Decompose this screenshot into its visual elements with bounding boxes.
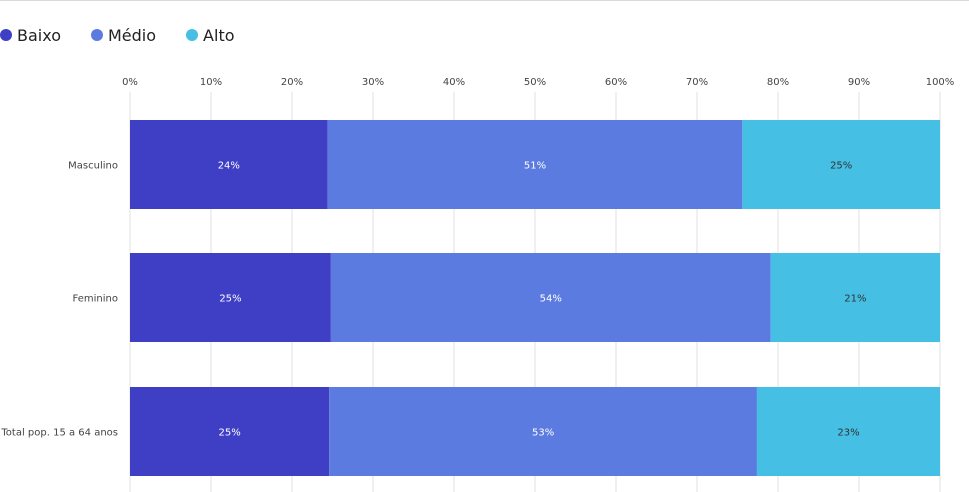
legend-item-medio[interactable]: Médio: [91, 26, 156, 45]
bar-segment-baixo[interactable]: [130, 253, 331, 342]
bar-segment-alto[interactable]: [756, 387, 940, 476]
bar-segment-medio[interactable]: [327, 120, 743, 209]
legend-marker-baixo: [0, 29, 12, 41]
bar-segment-medio[interactable]: [329, 387, 757, 476]
category-label: Masculino: [68, 161, 118, 172]
legend-marker-alto: [186, 29, 199, 41]
bar-segment-baixo[interactable]: [130, 387, 330, 476]
legend-label-alto: Alto: [203, 25, 235, 45]
data-label: 54%: [540, 294, 562, 305]
x-tick-label: 10%: [200, 77, 222, 88]
data-label: 24%: [218, 161, 240, 172]
x-tick-label: 70%: [686, 77, 708, 88]
x-tick-label: 0%: [122, 77, 138, 88]
legend-item-baixo[interactable]: Baixo: [0, 26, 61, 45]
legend-label-medio: Médio: [108, 25, 157, 45]
bar-segment-alto[interactable]: [770, 253, 940, 342]
category-label: Total pop. 15 a 64 anos: [0, 428, 118, 439]
x-tick-label: 30%: [362, 77, 384, 88]
bars: 24% 51% 25% 25% 54% 21% 25% 53% 23%: [130, 120, 940, 476]
x-tick-label: 90%: [848, 77, 870, 88]
bar-segment-alto[interactable]: [742, 120, 940, 209]
x-tick-label: 20%: [281, 77, 303, 88]
legend-label-baixo: Baixo: [17, 25, 61, 45]
data-label: 25%: [830, 161, 852, 172]
x-tick-label: 50%: [524, 77, 546, 88]
x-tick-label: 60%: [605, 77, 627, 88]
data-label: 21%: [844, 294, 866, 305]
legend-item-alto[interactable]: Alto: [186, 25, 235, 45]
x-axis-ticks: 0% 10% 20% 30% 40% 50% 60% 70% 80% 90% 100%: [122, 77, 954, 88]
top-divider: [0, 0, 969, 1]
legend: Baixo Médio Alto: [0, 24, 265, 46]
data-label: 25%: [219, 428, 241, 439]
data-label: 23%: [837, 428, 859, 439]
legend-marker-medio: [91, 29, 103, 41]
x-tick-label: 100%: [926, 77, 955, 88]
bar-segment-medio[interactable]: [330, 253, 771, 342]
data-label: 25%: [219, 294, 241, 305]
data-label: 53%: [532, 428, 554, 439]
category-label: Feminino: [73, 294, 118, 305]
data-label: 51%: [524, 161, 546, 172]
x-tick-label: 80%: [767, 77, 789, 88]
bar-segment-baixo[interactable]: [130, 120, 328, 209]
x-tick-label: 40%: [443, 77, 465, 88]
category-labels: Masculino Feminino Total pop. 15 a 64 anos: [0, 161, 118, 439]
